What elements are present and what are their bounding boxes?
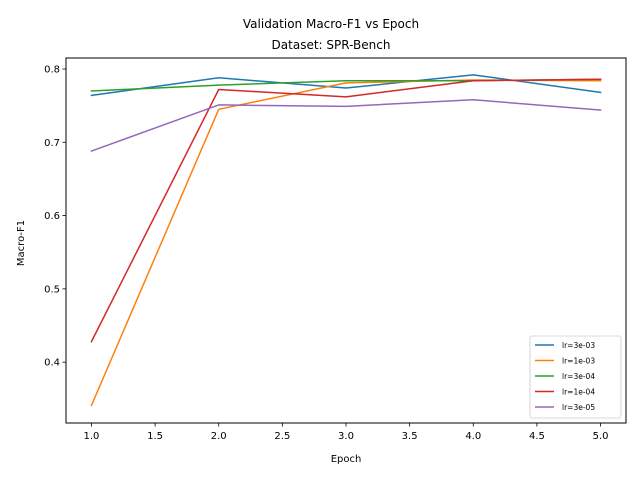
legend-box xyxy=(529,335,622,419)
y-axis-label: Macro-F1 xyxy=(16,220,27,266)
series-line-lr=1e-03 xyxy=(90,79,602,407)
plot-lines xyxy=(90,74,602,407)
x-tick-label: 2.0 xyxy=(211,431,227,442)
series-line-lr=3e-03 xyxy=(90,74,602,97)
legend-label: lr=3e-04 xyxy=(562,372,595,381)
y-tick-label: 0.8 xyxy=(44,64,60,75)
x-tick-label: 1.0 xyxy=(84,431,100,442)
x-axis-ticks: 1.0 1.5 2.0 2.5 3.0 3.5 4.0 4.5 5.0 xyxy=(84,423,609,442)
x-tick-label: 2.5 xyxy=(274,431,290,442)
legend-label: lr=3e-03 xyxy=(562,341,595,350)
y-tick-label: 0.4 xyxy=(44,358,60,369)
x-tick-label: 3.5 xyxy=(402,431,418,442)
y-tick-label: 0.7 xyxy=(44,138,60,149)
x-axis-label: Epoch xyxy=(331,454,362,465)
x-tick-label: 1.5 xyxy=(147,431,163,442)
chart-title: Validation Macro-F1 vs Epoch xyxy=(243,17,419,31)
series-line-lr=1e-04 xyxy=(90,78,602,343)
y-axis-ticks: 0.4 0.5 0.6 0.7 0.8 xyxy=(44,64,66,369)
x-tick-label: 3.0 xyxy=(338,431,354,442)
series-line-lr=3e-05 xyxy=(90,99,602,153)
chart-subtitle: Dataset: SPR-Bench xyxy=(272,38,391,52)
legend: lr=3e-03 lr=1e-03 lr=3e-04 lr=1e-04 lr=3e-05 xyxy=(529,335,622,419)
legend-label: lr=1e-03 xyxy=(562,357,595,366)
x-tick-label: 4.5 xyxy=(529,431,545,442)
x-tick-label: 4.0 xyxy=(465,431,481,442)
y-tick-label: 0.5 xyxy=(44,284,60,295)
legend-label: lr=1e-04 xyxy=(562,388,595,397)
legend-label: lr=3e-05 xyxy=(562,403,595,412)
y-tick-label: 0.6 xyxy=(44,211,60,222)
x-tick-label: 5.0 xyxy=(593,431,609,442)
